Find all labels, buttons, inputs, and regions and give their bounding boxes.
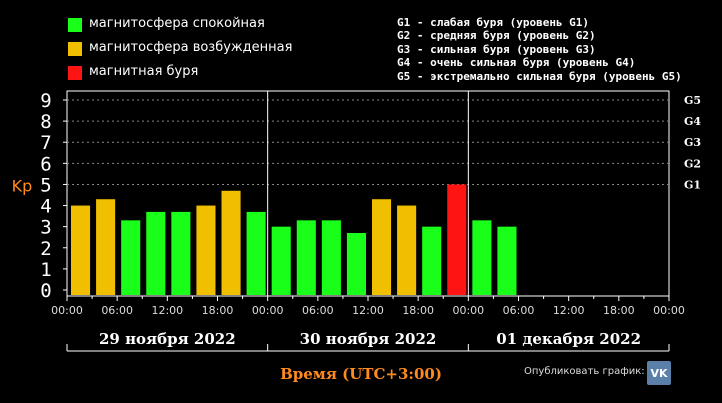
y-tick-label: 0: [40, 280, 51, 302]
legend-label-storm: магнитная буря: [89, 64, 199, 79]
g-level-label: G3: [684, 136, 701, 149]
day-label: 30 ноября 2022: [300, 330, 437, 348]
bar-quiet: [497, 226, 517, 295]
y-tick-label: 9: [40, 90, 51, 112]
x-tick-label: 12:00: [352, 304, 384, 317]
g-level-label: G5: [684, 94, 701, 107]
x-tick-label: 06:00: [503, 304, 535, 317]
x-tick-label: 12:00: [151, 304, 183, 317]
bar-quiet: [321, 220, 341, 295]
y-tick-label: 6: [40, 153, 51, 175]
x-tick-label: 00:00: [51, 304, 83, 317]
y-axis-title: Kp: [12, 176, 33, 195]
bar-quiet: [346, 233, 366, 295]
x-tick-label: 18:00: [402, 304, 434, 317]
bar-quiet: [271, 226, 291, 295]
x-tick-label: 18:00: [603, 304, 635, 317]
legend-label-disturbed: магнитосфера возбужденная: [89, 40, 293, 55]
bar-storm: [447, 184, 467, 295]
storm-level-g5: G5 - экстремально сильная буря (уровень …: [397, 69, 682, 83]
storm-level-g1: G1 - слабая буря (уровень G1): [397, 16, 590, 29]
storm-level-g4: G4 - очень сильная буря (уровень G4): [397, 56, 636, 70]
bar-disturbed: [96, 199, 116, 295]
x-tick-label: 18:00: [202, 304, 234, 317]
x-axis-title: Время (UTC+3:00): [280, 365, 442, 383]
plot-frame: [66, 90, 670, 297]
day-label: 01 декабря 2022: [496, 330, 641, 348]
x-tick-label: 00:00: [653, 304, 685, 317]
g-level-label: G2: [684, 157, 701, 170]
day-label: 29 ноября 2022: [99, 330, 236, 348]
storm-level-g3: G3 - сильная буря (уровень G3): [397, 42, 596, 56]
y-tick-label: 3: [40, 217, 51, 239]
bar-disturbed: [196, 205, 216, 295]
x-tick-label: 06:00: [302, 304, 334, 317]
bar-quiet: [296, 220, 316, 295]
bar-disturbed: [71, 205, 91, 295]
y-tick-label: 8: [40, 111, 51, 133]
x-tick-label: 12:00: [553, 304, 585, 317]
bar-quiet: [422, 226, 442, 295]
bar-disturbed: [221, 190, 241, 295]
bar-quiet: [121, 220, 141, 295]
vk-share-button[interactable]: VK: [647, 361, 671, 385]
y-tick-label: 5: [40, 174, 51, 196]
x-tick-label: 00:00: [252, 304, 284, 317]
y-tick-label: 4: [40, 196, 51, 218]
bar-disturbed: [397, 205, 417, 295]
storm-level-g2: G2 - средняя буря (уровень G2): [397, 29, 596, 43]
bar-disturbed: [372, 199, 392, 295]
bar-quiet: [146, 211, 166, 295]
vk-icon: VK: [650, 366, 668, 380]
y-tick-label: 2: [40, 238, 51, 260]
bar-quiet: [171, 211, 191, 295]
legend-label-quiet: магнитосфера спокойная: [89, 16, 265, 31]
x-tick-label: 06:00: [101, 304, 133, 317]
g-level-label: G1: [684, 178, 701, 191]
legend-swatch-quiet: [68, 18, 82, 32]
storm-levels-legend: G1 - слабая буря (уровень G1) G2 - средн…: [397, 16, 682, 83]
y-tick-label: 1: [40, 259, 51, 281]
share-label: Опубликовать график:: [524, 366, 645, 377]
bar-quiet: [472, 220, 492, 295]
legend-swatch-disturbed: [68, 42, 82, 56]
g-level-label: G4: [684, 115, 701, 128]
y-tick-label: 7: [40, 132, 51, 154]
bar-quiet: [246, 211, 266, 295]
legend-swatch-storm: [68, 66, 82, 80]
x-tick-label: 00:00: [452, 304, 484, 317]
